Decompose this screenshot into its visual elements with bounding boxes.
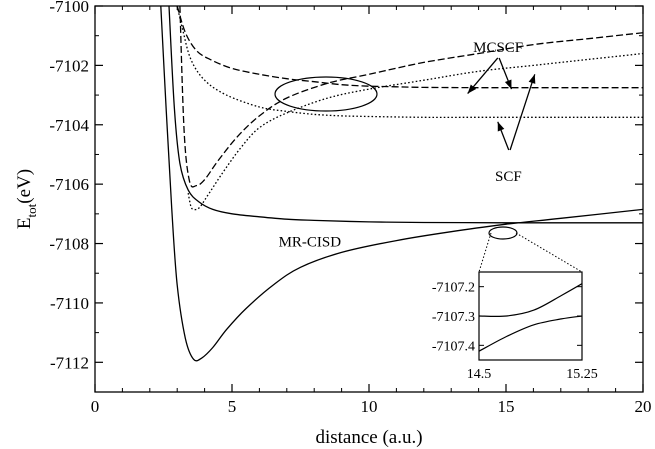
y-tick-label: -7104 [49,116,89,135]
inset-y-tick-label: -7107.2 [432,281,475,296]
inset-curve-2 [479,315,582,352]
y-axis-label-main: E [14,217,35,229]
mcscf-arrow-left-head [467,84,477,94]
inset-x-tick-label: 15.25 [566,367,598,382]
inset-curves [479,283,582,352]
series-line-5 [187,52,643,211]
scf-arrow-left-head [497,121,505,132]
y-tick-label: -7108 [49,235,89,254]
x-tick-label: 0 [91,397,100,416]
x-axis-label: distance (a.u.) [315,427,422,448]
scf-arrow-right [509,74,536,151]
zoom-connector-right [515,232,583,273]
x-tick-label: 10 [361,397,378,416]
inset-curve-1 [479,283,582,318]
highlight-ellipse-small [488,226,518,240]
axis-ticks: 0 5 10 15 20 -7112 -7110 -7108 -7106 -7104 -7102 -7… [49,0,651,416]
y-axis-label-unit: (eV) [14,169,35,204]
series-line-3 [179,6,643,188]
highlight-ellipse-large [274,76,378,112]
y-axis-label-sub: tot [24,203,39,217]
mcscf-arrow-right-head [504,79,512,90]
annotation-mcscf: MCSCF [473,40,523,56]
series-line-2 [168,6,643,224]
x-tick-label: 15 [498,397,515,416]
y-tick-label: -7110 [50,294,89,313]
series-line-4 [176,6,643,89]
y-tick-label: -7112 [50,353,89,372]
annotation-mr-cisd: MR-CISD [279,235,342,251]
y-tick-label: -7102 [49,56,89,75]
inset-x-tick-label: 14.5 [467,367,492,382]
y-tick-label: -7100 [49,0,89,16]
inset-y-tick-label: -7107.3 [432,310,475,325]
x-tick-label: 20 [635,397,652,416]
x-tick-label: 5 [228,397,237,416]
series-layer [160,6,643,362]
series-line-1 [160,6,643,362]
annotation-layer: MCSCF SCF MR-CISD [274,40,536,251]
scf-arrow-right-head [528,74,536,84]
series-line-6 [176,6,643,119]
inset-panel: -7107.2 -7107.3 -7107.4 14.5 15.25 [432,232,598,382]
y-axis-label-group: Etot(eV) [14,169,39,229]
inset-y-tick-label: -7107.4 [432,339,475,354]
zoom-connector-left [478,232,492,273]
y-tick-label: -7106 [49,175,89,194]
y-axis-label: Etot(eV) [14,169,39,229]
annotation-scf: SCF [495,169,522,185]
